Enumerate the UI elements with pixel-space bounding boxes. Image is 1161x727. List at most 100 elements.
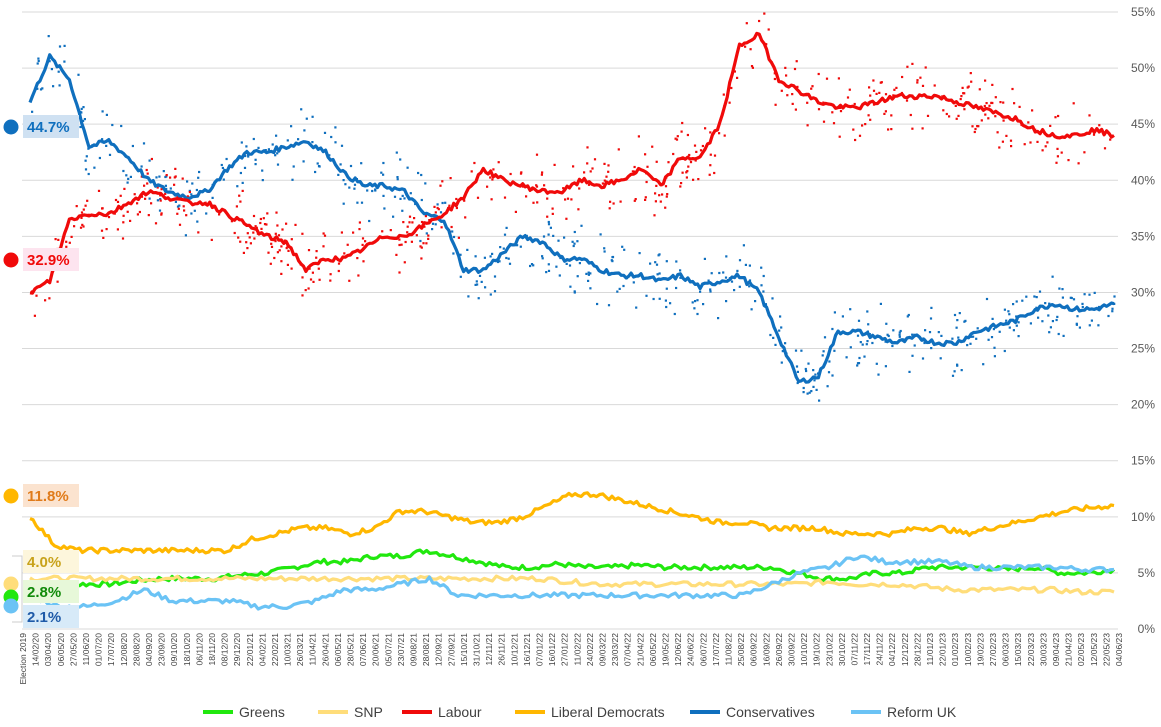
poll-dot [688,153,691,157]
poll-dot [977,125,980,128]
poll-dot [86,199,89,202]
x-axis: Election 2019 14/02/20 03/04/20 06/05/20 27/… [18,633,1124,685]
gridlines [22,11,1118,630]
poll-dot [150,157,153,161]
poll-dot [254,225,257,228]
poll-dot [475,280,478,283]
poll-dot [360,162,363,165]
poll-dot [136,202,139,205]
poll-dot [1103,147,1107,150]
poll-dot [93,166,96,169]
poll-dot [178,204,181,207]
poll-dot [929,317,933,320]
poll-dot [478,274,482,277]
poll-dot [991,83,994,86]
poll-dot [666,193,669,196]
poll-dot [80,211,84,214]
poll-dot [87,172,90,176]
poll-dot [1008,326,1011,329]
poll-dot [655,184,658,187]
poll-dot [701,144,704,148]
poll-dot [869,94,872,97]
x-tick-label: 17/07/20 [106,633,116,666]
x-tick-label: 10/03/21 [283,633,293,666]
poll-dot [452,235,456,239]
poll-dot [236,185,239,188]
poll-dot [225,157,228,161]
poll-dot [147,214,150,217]
poll-dot [119,194,122,197]
poll-dot [267,148,270,151]
poll-dot [257,146,260,149]
poll-dot [849,308,852,311]
poll-dot [578,187,581,190]
poll-dot [536,201,539,204]
poll-dot [80,111,83,114]
poll-dot [420,173,423,177]
poll-dot [821,354,824,357]
poll-dot [962,92,965,95]
poll-dot [1111,307,1114,310]
poll-dot [514,210,517,213]
poll-dot [825,77,829,80]
poll-dot [270,245,274,248]
poll-dot [893,88,896,91]
poll-dot [285,222,288,225]
poll-dot [996,131,999,134]
poll-dot [1044,145,1047,148]
poll-dot [245,241,248,244]
x-tick-label: 22/03/23 [1026,633,1036,666]
poll-dot [591,167,594,170]
poll-dot [162,170,165,173]
poll-dot [403,197,406,200]
poll-dot [1008,313,1011,316]
poll-dot [529,264,532,268]
poll-dot [745,22,748,25]
x-tick-label: 11/06/20 [81,633,91,666]
poll-dot [292,165,295,168]
x-tick-label: 09/03/22 [597,633,607,666]
poll-dot [664,299,667,302]
x-tick-label: 28/12/22 [912,633,922,666]
x-tick-label: 20/06/21 [371,633,381,666]
x-tick-label: 22/01/23 [938,633,948,666]
poll-dot [769,333,772,337]
x-tick-label: 07/11/22 [849,633,859,666]
poll-dot [70,235,73,238]
poll-dot [259,217,262,221]
poll-dot [403,261,406,264]
poll-dot [571,240,574,243]
x-tick-label: 06/09/22 [749,633,759,666]
poll-dot [833,311,836,314]
poll-dot [301,294,304,297]
poll-dot [241,181,244,184]
poll-dot [664,185,668,188]
poll-dot [589,287,592,290]
poll-dot [804,367,807,371]
poll-dot [77,73,80,76]
poll-dot [1056,155,1059,158]
poll-dot [101,138,104,141]
poll-dot [185,214,188,217]
poll-dot [958,312,961,315]
poll-dot [535,153,539,156]
poll-dot [1051,320,1054,323]
poll-dot [63,60,66,63]
poll-dot [796,381,799,385]
poll-dot [702,303,705,306]
poll-dot [101,207,104,210]
poll-dot [956,319,959,322]
poll-dot [246,232,249,235]
poll-dot [546,215,549,218]
poll-dot [814,373,817,376]
x-tick-label: 19/10/22 [812,633,822,666]
poll-dot [661,193,664,196]
poll-dot [763,12,766,15]
poll-dot [507,257,510,260]
poll-dot [486,185,489,188]
poll-dot [516,244,519,247]
poll-dot [98,156,101,160]
poll-dot [150,202,153,205]
poll-dot [1002,101,1005,104]
poll-dot [667,161,670,164]
